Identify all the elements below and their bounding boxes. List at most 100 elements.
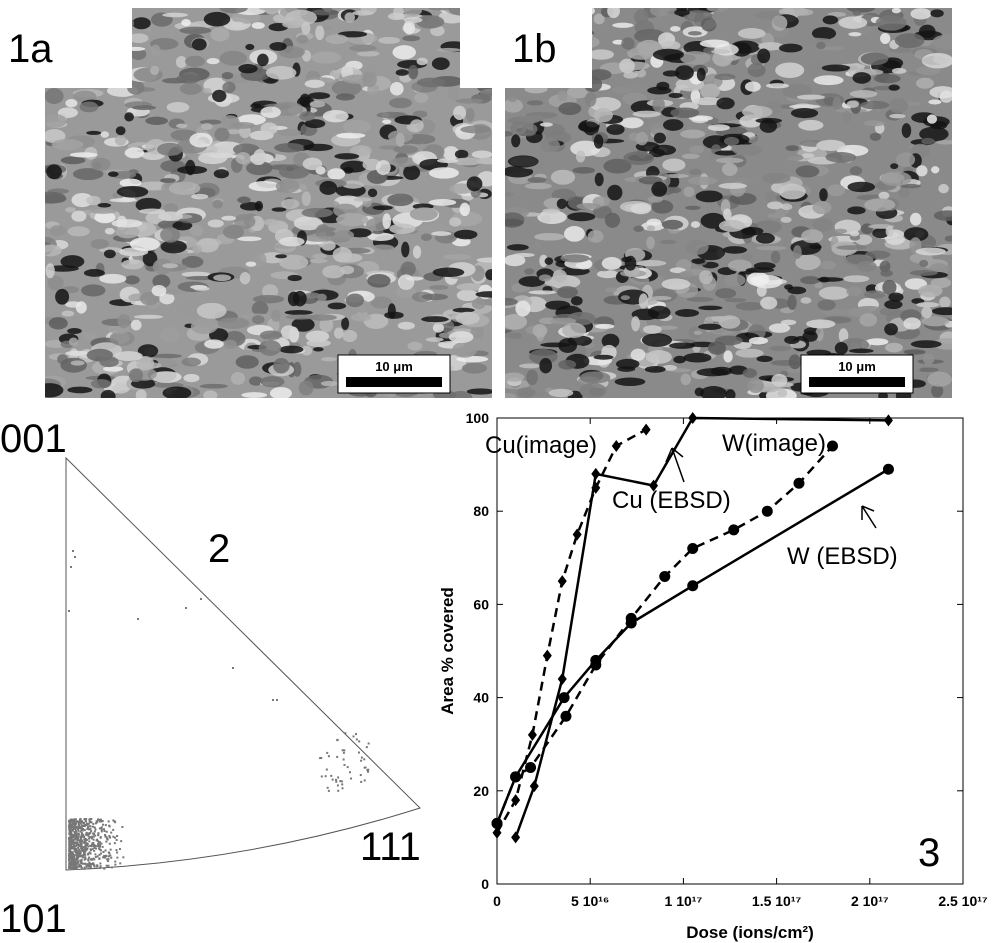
grain	[269, 41, 287, 51]
grain	[656, 81, 670, 91]
orientation-dot	[99, 818, 102, 821]
grain	[614, 377, 646, 387]
grain	[412, 245, 422, 259]
grain	[191, 193, 209, 200]
grain	[646, 225, 656, 232]
grain	[556, 198, 567, 210]
grain	[917, 284, 943, 298]
grain	[333, 327, 344, 339]
grain	[309, 100, 326, 108]
grain	[707, 124, 730, 132]
orientation-dot	[340, 780, 343, 783]
orientation-dot	[75, 844, 78, 847]
orientation-dot	[73, 848, 76, 851]
orientation-dot	[74, 833, 77, 836]
grain	[334, 230, 355, 240]
orientation-dot	[86, 842, 89, 845]
grain	[162, 12, 188, 18]
grain	[68, 337, 79, 347]
orientation-dot	[352, 735, 355, 738]
grain	[285, 314, 315, 320]
grain	[691, 258, 706, 264]
grain	[806, 349, 831, 356]
grain	[461, 362, 488, 374]
orientation-dot	[105, 864, 108, 867]
orientation-dot	[105, 840, 108, 843]
grain	[540, 215, 552, 224]
orientation-dot	[73, 831, 76, 834]
grain	[466, 388, 492, 395]
orientation-dot	[77, 829, 80, 832]
panel-label: 1a	[8, 27, 53, 71]
orientation-dot	[75, 856, 78, 859]
grain	[623, 71, 638, 79]
orientation-dot	[68, 837, 71, 840]
orientation-dot	[80, 833, 83, 836]
orientation-dot	[77, 865, 80, 868]
orientation-dot	[100, 828, 103, 831]
orientation-dot	[70, 861, 73, 864]
grain	[447, 86, 460, 101]
grain	[632, 110, 661, 118]
grain	[432, 267, 465, 278]
grain	[685, 205, 701, 210]
grain	[150, 371, 182, 383]
grain	[250, 103, 262, 109]
orientation-dot	[72, 822, 75, 825]
orientation-dot	[69, 845, 72, 848]
orientation-dot	[93, 864, 96, 867]
orientation-dot	[80, 845, 83, 848]
orientation-dot	[68, 844, 71, 847]
grain	[903, 317, 921, 330]
grain	[788, 104, 821, 109]
series-label: Cu(image)	[485, 432, 597, 459]
grain	[45, 263, 55, 279]
grain	[395, 133, 405, 147]
grain	[416, 77, 446, 88]
grain	[203, 88, 212, 94]
grain	[162, 386, 192, 398]
orientation-dot	[72, 867, 75, 870]
orientation-dot	[70, 862, 73, 865]
grain	[318, 199, 340, 210]
orientation-dot	[88, 851, 91, 854]
grain	[806, 319, 836, 329]
grain	[378, 36, 401, 44]
grain	[166, 101, 190, 113]
grain	[538, 274, 552, 282]
grain	[421, 316, 449, 323]
orientation-dot	[94, 855, 97, 858]
grain	[350, 145, 372, 157]
grain	[572, 166, 595, 174]
orientation-dot	[330, 774, 333, 777]
grain	[780, 319, 797, 326]
grain	[860, 100, 890, 110]
orientation-dot	[122, 856, 125, 859]
orientation-dot	[90, 830, 93, 833]
marker	[529, 780, 539, 793]
grain	[455, 98, 483, 104]
orientation-dot	[337, 789, 340, 792]
orientation-dot	[87, 822, 90, 825]
orientation-dot	[68, 828, 71, 831]
grain	[587, 69, 612, 81]
orientation-dot	[72, 840, 75, 843]
grain	[238, 64, 258, 74]
grain	[668, 186, 682, 194]
grain	[921, 316, 950, 327]
grain	[278, 254, 309, 270]
grain	[744, 81, 761, 92]
grain	[916, 165, 928, 177]
grain	[931, 166, 940, 174]
grain	[370, 296, 392, 309]
grain	[755, 232, 775, 244]
grain	[718, 219, 745, 232]
grain	[601, 256, 622, 270]
orientation-dot	[97, 818, 100, 821]
grain	[930, 9, 944, 18]
orientation-dot	[69, 835, 72, 838]
grain	[903, 227, 929, 242]
orientation-dot	[81, 829, 84, 832]
orientation-dot	[73, 827, 76, 830]
grain	[239, 272, 251, 285]
